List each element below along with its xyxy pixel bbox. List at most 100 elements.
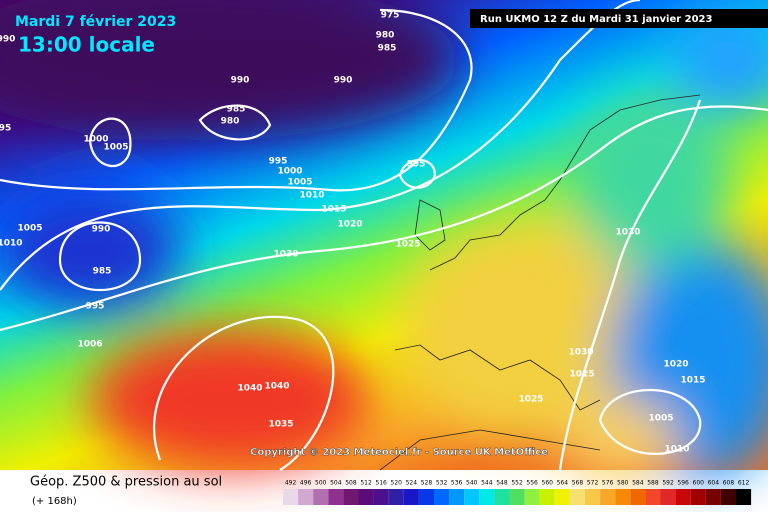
scale-swatch (494, 489, 510, 505)
footer-title: Géop. Z500 & pression au sol (30, 475, 222, 490)
scale-swatch (418, 489, 434, 505)
scale-swatch (554, 489, 570, 505)
isobar-label: 1025 (395, 240, 420, 250)
scale-label: 556 (526, 480, 538, 487)
scale-swatch (298, 489, 314, 505)
scale-swatch (585, 489, 601, 505)
time: 13:00 locale (18, 33, 155, 57)
scale-label: 588 (647, 480, 659, 487)
scale-swatch (720, 489, 736, 505)
isobar-label: 985 (93, 267, 112, 277)
scale-label: 520 (391, 480, 403, 487)
isobar-label: 1025 (518, 395, 543, 405)
scale-swatch (283, 489, 299, 505)
scale-label: 512 (360, 480, 372, 487)
isobar-label: 95 (0, 124, 11, 134)
scale-label: 592 (662, 480, 674, 487)
isobar-label: 1010 (299, 191, 324, 201)
scale-label: 504 (330, 480, 342, 487)
isobar-label: 1005 (103, 143, 128, 153)
scale-swatch (690, 489, 706, 505)
scale-swatch (736, 489, 752, 505)
field (0, 0, 768, 480)
isobar-label: 990 (231, 76, 250, 86)
scale-swatch (449, 489, 465, 505)
isobar-labels: 9759809859909909859801000100599510001005… (0, 11, 706, 455)
scale-label: 524 (406, 480, 418, 487)
isobar-label: 1015 (321, 205, 346, 215)
scale-swatch (328, 489, 344, 505)
scale-label: 536 (451, 480, 463, 487)
coastlines (379, 94, 701, 471)
date: Mardi 7 février 2023 (15, 14, 176, 30)
scale-label: 496 (300, 480, 312, 487)
scale-swatch (464, 489, 480, 505)
isobar-label: 980 (376, 31, 395, 41)
scale-swatch (600, 489, 616, 505)
scale-swatch (373, 489, 389, 505)
isobar-label: 990 (92, 225, 111, 235)
scale-swatch (539, 489, 555, 505)
scale-label: 604 (708, 480, 720, 487)
scale-swatch (434, 489, 450, 505)
isobar-label: 1020 (663, 360, 688, 370)
scale-label: 568 (572, 480, 584, 487)
isobar-label: 990 (334, 76, 353, 86)
scale-swatch (403, 489, 419, 505)
isobar-label: 985 (227, 105, 246, 115)
isobar-label: 975 (381, 11, 400, 21)
isobar-label: 1040 (264, 382, 289, 392)
isobar-label: 985 (378, 44, 397, 54)
scale-swatch (388, 489, 404, 505)
scale-label: 552 (511, 480, 523, 487)
scale-label: 576 (602, 480, 614, 487)
scale-label: 564 (557, 480, 569, 487)
footer-lead: (+ 168h) (32, 496, 77, 507)
scale-label: 608 (723, 480, 735, 487)
isobar-label: 1005 (287, 178, 312, 188)
isobar-label: 1030 (273, 250, 298, 260)
scale-label: 500 (315, 480, 327, 487)
isobars (0, 0, 768, 470)
scale-swatch (479, 489, 495, 505)
isobar-label: 1015 (680, 376, 705, 386)
scale-swatch (660, 489, 676, 505)
scale-label: 516 (375, 480, 387, 487)
scale-swatch (313, 489, 329, 505)
isobar-label: 1020 (337, 220, 362, 230)
scale-label: 600 (693, 480, 705, 487)
scale-label: 560 (542, 480, 554, 487)
isobar-label: 995 (86, 302, 105, 312)
run-banner (470, 9, 768, 28)
scale-swatch (569, 489, 585, 505)
scale-label: 532 (436, 480, 448, 487)
scale-swatch (630, 489, 646, 505)
scale-swatch (705, 489, 721, 505)
scale-swatch (343, 489, 359, 505)
color-scale: 492 496 500 504 508 512 516 520 524 528 532 536 540 5… (283, 480, 752, 505)
isobar-label: 1040 (237, 384, 262, 394)
isobar-label: 995 (269, 157, 288, 167)
scale-label: 540 (466, 480, 478, 487)
scale-label: 528 (421, 480, 433, 487)
scale-swatch (358, 489, 374, 505)
scale-label: 544 (481, 480, 493, 487)
copyright: Copyright © 2023 Meteociel.fr - Source U… (250, 447, 548, 458)
isobar-label: 1035 (268, 420, 293, 430)
scale-label: 492 (285, 480, 297, 487)
scale-swatch (509, 489, 525, 505)
scale-label: 548 (496, 480, 508, 487)
isobar-label: 1005 (17, 224, 42, 234)
scale-label: 584 (632, 480, 644, 487)
scale-swatch (645, 489, 661, 505)
isobar-label: 995 (407, 160, 426, 170)
isobar-label: 990 (0, 35, 15, 45)
isobar-label: 1030 (568, 348, 593, 358)
isobar-label: 1000 (277, 167, 302, 177)
isobar-label: 1010 (0, 239, 23, 249)
scale-swatch (615, 489, 631, 505)
isobar-label: 1025 (569, 370, 594, 380)
scale-label: 580 (617, 480, 629, 487)
run: Run UKMO 12 Z du Mardi 31 janvier 2023 (480, 14, 713, 25)
isobar-label: 980 (221, 117, 240, 127)
